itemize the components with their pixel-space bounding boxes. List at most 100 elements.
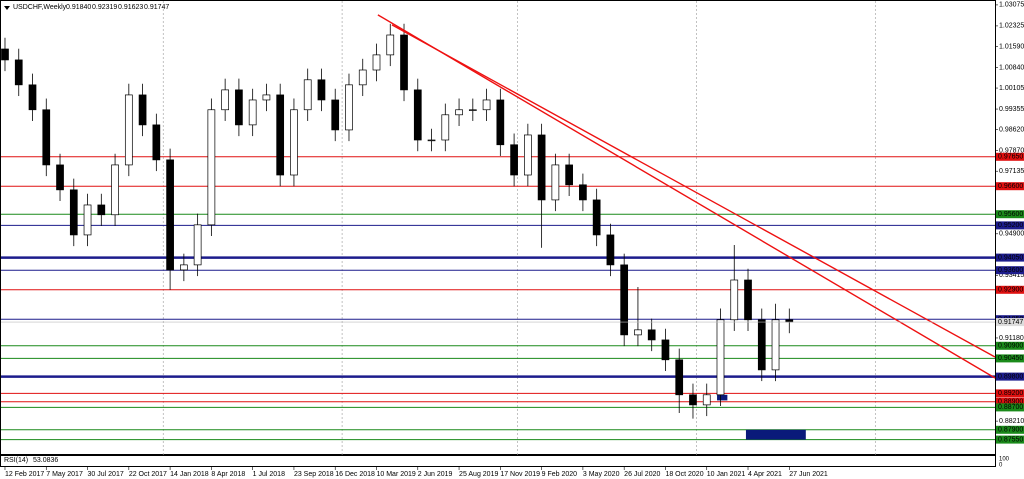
candle-body	[496, 99, 505, 146]
candle-body	[647, 329, 656, 341]
x-tick-label: 26 Jul 2020	[624, 471, 660, 478]
header-high: 0.92319	[92, 4, 117, 11]
candle-body	[400, 34, 408, 91]
level-label: 0.94050	[998, 254, 1023, 261]
x-tick-label: 25 Aug 2019	[459, 471, 498, 478]
x-tick-label: 7 May 2017	[46, 471, 83, 478]
candle-body	[290, 109, 298, 176]
level-label: 0.88900	[998, 399, 1023, 406]
level-label-box	[996, 372, 1024, 381]
candle-body	[248, 99, 257, 126]
level-label-box	[996, 152, 1024, 161]
indicator-name: RSI(14)	[4, 457, 28, 464]
candle-body	[702, 394, 711, 406]
candle-body	[303, 79, 312, 111]
x-tick-label: 9 Feb 2020	[542, 471, 578, 478]
zone	[745, 429, 806, 440]
current-price-box	[996, 318, 1024, 327]
candle-body	[14, 59, 23, 86]
x-tick-label: 1 Jul 2018	[253, 471, 285, 478]
trendline	[377, 14, 996, 379]
candle-body	[111, 164, 119, 216]
candle-body	[606, 234, 615, 266]
candle-body	[675, 359, 684, 396]
candle-body	[152, 124, 161, 161]
candle-body	[757, 319, 766, 371]
candle-body	[565, 164, 573, 186]
candle-body	[620, 264, 629, 336]
candle-body	[345, 84, 353, 131]
candle-body	[661, 339, 670, 361]
y-tick-label: 1.01590	[999, 43, 1024, 50]
header-low: 0.91623	[118, 4, 143, 11]
level-label: 0.87550	[998, 436, 1023, 443]
candle-body	[358, 69, 367, 86]
candle-body	[1, 48, 9, 61]
candle-body	[689, 394, 697, 406]
y-tick-label: 1.02325	[999, 23, 1024, 30]
level-label-box	[996, 221, 1024, 230]
level-label: 0.97650	[998, 154, 1023, 161]
x-tick-label: 4 Apr 2021	[748, 471, 782, 478]
candle-body	[482, 99, 491, 111]
level-label: 0.89200	[998, 390, 1023, 397]
level-label-box	[996, 266, 1024, 275]
header-close: 0.91747	[144, 4, 169, 11]
x-tick-label: 22 Oct 2017	[129, 471, 167, 478]
y-tick-label: 0.93415	[999, 272, 1024, 279]
level-label: 0.92900	[998, 287, 1023, 294]
candle-body	[386, 34, 395, 56]
level-label: 0.87900	[998, 427, 1023, 434]
trendline	[391, 24, 996, 358]
candle-body	[524, 134, 532, 176]
level-label: 0.90450	[998, 355, 1023, 362]
x-tick-label: 18 Oct 2020	[665, 471, 703, 478]
header-open: 0.91840	[66, 4, 91, 11]
level-label-box	[996, 403, 1024, 412]
candle-body	[83, 204, 92, 236]
level-label: 0.89800	[998, 373, 1023, 380]
level-label-box	[996, 389, 1024, 398]
x-tick-label: 30 Jul 2017	[88, 471, 124, 478]
x-tick-label: 14 Jan 2018	[170, 471, 209, 478]
y-tick-label: 0.91180	[999, 335, 1024, 342]
candle-body	[427, 139, 436, 142]
x-tick-label: 27 Jun 2021	[789, 471, 828, 478]
pane-menu-icon[interactable]	[4, 6, 10, 10]
candle-body	[69, 189, 78, 236]
candle-body	[331, 99, 340, 131]
y-tick-label: 0.94900	[999, 231, 1024, 238]
candle-body	[537, 134, 546, 201]
candle-body	[166, 159, 174, 271]
candle-body	[441, 114, 450, 141]
y-tick-label: 1.03075	[999, 2, 1024, 9]
x-tick-label: 16 Dec 2018	[335, 471, 375, 478]
candle-body	[276, 94, 285, 176]
level-label: 0.95600	[998, 211, 1023, 218]
level-label: 0.93600	[998, 267, 1023, 274]
x-tick-label: 23 Sep 2018	[294, 471, 334, 478]
level-label-box	[996, 397, 1024, 406]
level-label-box	[996, 210, 1024, 219]
x-tick-label: 12 Feb 2017	[5, 471, 44, 478]
x-tick-label: 2 Jun 2019	[418, 471, 453, 478]
candle-body	[744, 279, 752, 321]
level-label: 0.95200	[998, 222, 1023, 229]
main-pane	[0, 0, 996, 455]
candle-body	[785, 319, 794, 323]
candle-body	[42, 109, 51, 166]
candle-body	[455, 109, 463, 116]
candle-body	[634, 329, 642, 336]
zone	[717, 394, 728, 401]
candle-body	[468, 109, 477, 111]
x-tick-label: 8 Apr 2018	[211, 471, 245, 478]
candle-body	[235, 89, 243, 126]
indicator-scale-top: 100	[999, 457, 1010, 463]
candle-body	[138, 94, 147, 126]
candle-body	[262, 94, 271, 101]
indicator-scale-bottom: 0	[999, 463, 1003, 469]
level-label-box	[996, 182, 1024, 191]
candle-body	[551, 164, 560, 201]
indicator-pane	[0, 455, 996, 467]
